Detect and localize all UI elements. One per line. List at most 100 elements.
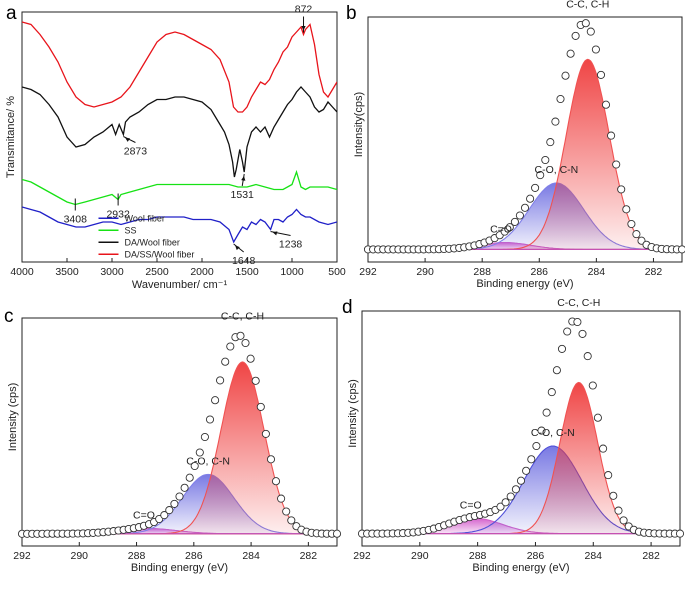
annotation-label: 1238: [279, 239, 303, 251]
data-point: [175, 492, 184, 501]
data-point: [609, 491, 618, 500]
panel-a-frame: [21, 11, 338, 263]
data-point: [542, 408, 551, 417]
data-point: [614, 506, 623, 515]
panel-a-xlabel: Wavenumber/ cm⁻¹: [132, 279, 228, 291]
peak-label: C-C, C-H: [557, 297, 600, 309]
peak-c-o-c-n-area: [362, 445, 680, 535]
data-point: [261, 429, 270, 438]
data-point: [216, 376, 225, 385]
panel-a-xtick-label: 4000: [10, 266, 34, 278]
panel-a-xtick-label: 2500: [145, 266, 169, 278]
panel-c-xtick-label: 282: [300, 550, 318, 562]
annotation-arrow: [123, 136, 136, 143]
data-point: [546, 138, 555, 147]
panel-c-xtick-label: 292: [13, 550, 31, 562]
panel-c-xtick-label: 286: [185, 550, 203, 562]
panel-d-xlabel: Binding energy (eV): [472, 562, 569, 574]
series-da-wool-fiber-line: [22, 86, 337, 178]
data-point: [211, 396, 220, 405]
peak-label: C=O: [490, 224, 512, 236]
data-point: [583, 352, 592, 361]
annotation-arrowhead: [125, 137, 131, 142]
data-point: [236, 331, 245, 340]
panel-a-xtick-label: 500: [328, 266, 346, 278]
panel-b-xtick-label: 286: [531, 266, 549, 278]
data-point: [526, 194, 535, 203]
data-point: [557, 344, 567, 353]
panel-b-ylabel: Intensity(cps): [353, 92, 365, 157]
data-point: [675, 529, 685, 538]
data-point: [677, 245, 685, 254]
data-point: [573, 317, 582, 327]
panel-a: a 4000 3500 3000 2500 2000 1500 1000 500 Wavenumb…: [5, 3, 346, 291]
peak-label: C-C, C-H: [221, 311, 264, 323]
panel-b-xtick-label: 282: [645, 266, 663, 278]
peak-label: C-O, C-N: [186, 455, 230, 467]
data-point: [165, 506, 174, 515]
panel-c-letter: c: [4, 306, 14, 327]
data-point: [516, 476, 526, 485]
data-point: [520, 203, 530, 212]
data-point: [601, 100, 611, 109]
data-point: [221, 357, 230, 366]
panel-d-xtick-label: 284: [585, 550, 603, 562]
data-point: [195, 448, 204, 457]
data-point: [190, 461, 199, 471]
annotation-arrowhead: [301, 25, 306, 31]
data-point: [536, 171, 545, 180]
data-point: [541, 155, 550, 165]
data-point: [556, 94, 565, 104]
annotation-label: 2873: [124, 146, 148, 158]
peak-label: C=O: [133, 509, 155, 521]
legend-entry-label: Wool fiber: [125, 213, 165, 223]
data-point: [566, 49, 575, 58]
data-point: [532, 441, 541, 451]
panel-b-xtick-label: 288: [473, 266, 491, 278]
data-point: [205, 415, 215, 424]
panel-d: d 292 290 288 286 284 282 Binding energy (eV) In…: [342, 297, 685, 574]
annotation-label: 1648: [232, 255, 256, 267]
data-point: [596, 70, 606, 79]
data-point: [593, 413, 602, 422]
data-point: [617, 185, 626, 194]
data-point: [622, 205, 631, 214]
panel-d-xtick-label: 288: [469, 550, 487, 562]
panel-b-frame: [367, 16, 683, 263]
legend-entry-label: DA/Wool fiber: [125, 237, 180, 247]
data-point: [256, 402, 265, 411]
data-point: [581, 19, 590, 28]
data-point: [607, 131, 616, 140]
data-point: [571, 31, 580, 40]
data-point: [226, 342, 235, 351]
panel-c: c 292 290 288 286 284 282 Binding energy (eV) In…: [4, 306, 342, 574]
data-point: [271, 477, 281, 486]
panel-c-frame: [21, 317, 338, 547]
annotation-label: 1531: [231, 189, 255, 201]
panel-b-xtick-label: 290: [416, 266, 434, 278]
data-point: [591, 45, 600, 54]
annotation-label: 2932: [106, 209, 130, 221]
legend-entry-label: DA/SS/Wool fiber: [125, 249, 195, 259]
panel-a-xtick-label: 1000: [280, 266, 304, 278]
data-point: [185, 473, 194, 482]
panel-b-letter: b: [346, 3, 357, 24]
data-point: [241, 338, 250, 348]
data-point: [522, 466, 531, 475]
panel-d-letter: d: [342, 297, 353, 318]
panel-d-xtick-label: 290: [411, 550, 429, 562]
annotation-arrowhead: [272, 231, 278, 236]
peak-label: C-O, C-N: [535, 164, 579, 176]
data-point: [511, 485, 520, 494]
panel-b: b 292 290 288 286 284 282 Binding energy (eV) In…: [346, 0, 685, 290]
data-point: [612, 160, 621, 169]
panel-d-ylabel: Intensity (cps): [347, 379, 359, 447]
data-point: [527, 455, 536, 464]
series-wool-fiber-line: [22, 206, 337, 244]
panel-d-xtick-label: 282: [642, 550, 660, 562]
panel-d-frame: [361, 310, 681, 547]
annotation-arrowhead: [241, 175, 246, 181]
data-point: [552, 366, 561, 375]
data-point: [251, 376, 260, 385]
